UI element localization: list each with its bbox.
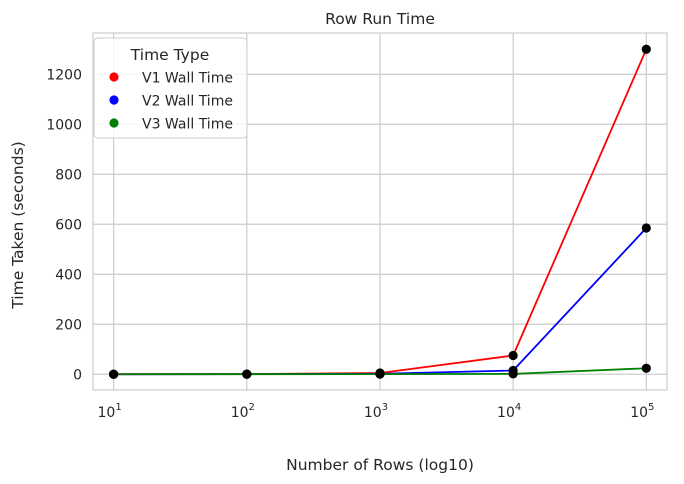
y-tick-label: 1000	[46, 117, 82, 133]
y-tick-label: 600	[55, 217, 82, 233]
legend-label: V2 Wall Time	[142, 94, 233, 110]
x-tick-base: 10	[98, 405, 116, 421]
x-tick-exponent: 4	[515, 402, 521, 413]
data-point	[508, 350, 518, 361]
data-point	[508, 369, 518, 379]
legend-label: V3 Wall Time	[142, 117, 233, 133]
legend-label: V1 Wall Time	[142, 71, 233, 87]
y-tick-label: 1200	[46, 67, 82, 83]
data-point	[242, 369, 252, 379]
x-tick-exponent: 5	[648, 402, 654, 413]
x-tick-base: 10	[231, 405, 249, 421]
x-tick-base: 10	[630, 405, 648, 421]
x-tick-base: 10	[497, 405, 515, 421]
x-tick-label: 104	[497, 402, 521, 421]
x-tick-label: 102	[231, 402, 255, 421]
data-point	[641, 44, 651, 54]
data-point	[641, 363, 651, 373]
data-point	[641, 223, 651, 233]
data-point	[109, 369, 119, 379]
chart-title: Row Run Time	[325, 10, 435, 28]
x-tick-label: 105	[630, 402, 654, 421]
x-tick-base: 10	[364, 405, 382, 421]
legend-box	[93, 37, 248, 139]
legend: Time Type V1 Wall Time V2 Wall Time V3 Wal…	[93, 37, 248, 139]
y-tick-label: 400	[55, 267, 82, 283]
x-axis-label: Number of Rows (log10)	[286, 456, 474, 474]
legend-items: V1 Wall Time V2 Wall Time V3 Wall Time	[109, 71, 233, 133]
x-tick-label: 101	[98, 402, 122, 421]
x-tick-exponent: 2	[249, 402, 255, 413]
legend-marker	[109, 118, 119, 128]
grid-lines	[92, 32, 668, 391]
legend-title: Time Type	[130, 46, 209, 64]
y-tick-label: 200	[55, 317, 82, 333]
x-tick-label: 103	[364, 402, 388, 421]
data-point	[375, 369, 385, 379]
y-tick-label: 800	[55, 167, 82, 183]
x-tick-exponent: 3	[382, 402, 388, 413]
legend-marker	[109, 72, 119, 82]
data-markers	[109, 44, 651, 379]
x-tick-exponent: 1	[115, 402, 121, 413]
legend-marker	[109, 95, 119, 105]
y-tick-label: 0	[73, 367, 82, 383]
y-axis-label: Time Taken (seconds)	[9, 141, 27, 309]
